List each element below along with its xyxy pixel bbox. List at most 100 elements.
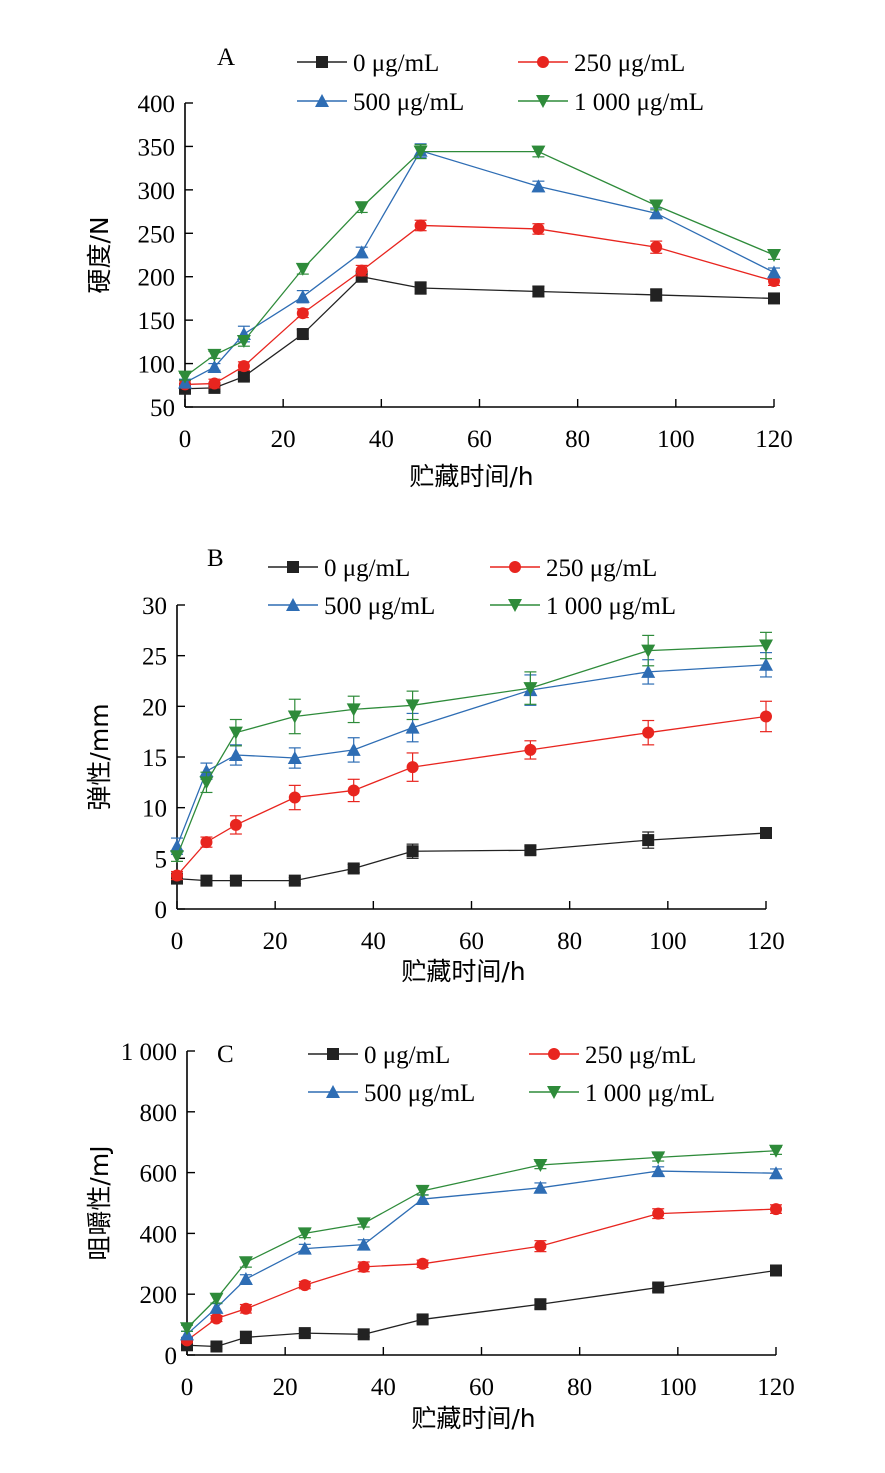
data-point [406, 761, 419, 774]
chart-b-svg: 0 5 10 15 20 25 30 0 20 40 60 80 100 120 贮藏时间/h 弹性/mm B 0… [85, 545, 785, 986]
data-point [770, 1203, 782, 1216]
data-point [642, 834, 655, 847]
series-line [176, 715, 767, 876]
legend-label: 500 μg/mL [364, 1080, 475, 1107]
series-line [176, 664, 767, 847]
series-b-1 [171, 700, 772, 882]
data-point [416, 1313, 429, 1326]
series-c-0 [181, 1264, 782, 1353]
legend-item-b-0: 0 μg/mL [268, 555, 410, 582]
data-point [533, 1159, 548, 1172]
data-point [652, 1281, 665, 1294]
data-point [652, 1207, 665, 1220]
data-point [238, 1272, 253, 1285]
x-tick-label-b: 0 [171, 928, 184, 955]
data-point [207, 348, 222, 362]
y-axis-title-a: 硬度/N [85, 216, 114, 293]
series-a-1 [179, 219, 780, 391]
data-point [171, 869, 183, 882]
data-point [642, 726, 655, 739]
data-point [523, 682, 538, 696]
data-point [287, 751, 302, 765]
data-point [533, 1180, 548, 1194]
data-point [649, 199, 664, 213]
x-tick-label-c: 80 [567, 1374, 592, 1401]
legend-marker [316, 56, 328, 68]
data-point [531, 145, 546, 159]
y-tick-label-a: 100 [138, 352, 176, 379]
panel-letter-a: A [217, 44, 235, 71]
legend-marker [508, 599, 522, 612]
data-point [210, 1312, 223, 1325]
data-point [641, 664, 656, 678]
data-point [296, 307, 309, 320]
x-tick-label-c: 40 [371, 1374, 396, 1401]
data-point [298, 1327, 311, 1340]
y-tick-label-a: 300 [138, 178, 176, 205]
x-tick-label-b: 40 [361, 928, 386, 955]
x-tick-label-a: 120 [755, 426, 793, 453]
data-point [288, 791, 301, 804]
data-point [210, 1340, 223, 1353]
data-point [760, 827, 772, 839]
x-tick-label-c: 20 [273, 1374, 298, 1401]
series-line [186, 1269, 777, 1348]
legend-item-b-2: 500 μg/mL [268, 593, 435, 620]
legend-marker [286, 598, 300, 611]
data-point [768, 292, 780, 305]
data-point [209, 1300, 224, 1314]
data-point [295, 262, 310, 276]
data-point [532, 285, 545, 298]
x-tick-label-a: 60 [467, 426, 492, 453]
data-point [767, 249, 781, 262]
series-c-1 [181, 1203, 782, 1347]
panel-b: 0 5 10 15 20 25 30 0 20 40 60 80 100 120 贮藏时间/h 弹性/mm B 0… [0, 500, 885, 1000]
data-point [415, 1184, 430, 1198]
data-point [287, 710, 302, 724]
panel-a: 50 100 150 200 250 300 350 400 0 20 40 60 80 100 120 贮藏… [0, 0, 885, 500]
data-point [354, 245, 369, 259]
data-point [651, 1164, 666, 1178]
data-point [236, 334, 251, 348]
series-line [186, 1150, 777, 1329]
data-point [239, 1302, 252, 1315]
data-point [524, 844, 537, 857]
data-point [355, 264, 368, 277]
data-point [237, 370, 250, 383]
y-tick-label-c: 200 [140, 1282, 178, 1309]
legend-a: 0 μg/mL 250 μg/mL 500 μg/mL 1 000 μg/mL [297, 50, 704, 116]
data-point [354, 201, 369, 215]
legend-label: 500 μg/mL [324, 593, 435, 620]
series-line [184, 276, 775, 390]
data-point [405, 699, 420, 713]
data-point [641, 644, 656, 658]
data-point [406, 845, 419, 858]
data-point [239, 1331, 252, 1344]
data-point [347, 862, 360, 875]
legend-marker [536, 95, 550, 108]
data-point [346, 742, 361, 756]
series-line [176, 644, 767, 857]
x-tick-label-b: 80 [557, 928, 582, 955]
data-point [238, 1256, 253, 1270]
data-point [650, 241, 663, 254]
series-a-0 [179, 270, 780, 395]
data-point [297, 1241, 312, 1255]
series-a-2 [178, 143, 781, 389]
legend-item-a-0: 0 μg/mL [297, 50, 439, 77]
legend-item-c-2: 500 μg/mL [308, 1080, 475, 1107]
panel-letter-b: B [207, 545, 224, 572]
data-point [228, 726, 243, 740]
x-tick-label-a: 0 [179, 426, 192, 453]
chart-c-svg: 0 200 400 600 800 1 000 0 20 40 60 80 100 120 贮藏时间/h 咀… [85, 1039, 795, 1433]
data-point [178, 370, 192, 384]
y-tick-label-a: 250 [138, 221, 176, 248]
data-point [200, 836, 213, 849]
series-line [184, 150, 775, 378]
y-tick-label-c: 400 [140, 1221, 178, 1248]
y-tick-label-a: 150 [138, 308, 176, 335]
x-tick-label-b: 60 [459, 928, 484, 955]
legend-label: 250 μg/mL [585, 1042, 696, 1069]
legend-label: 500 μg/mL [353, 89, 464, 116]
